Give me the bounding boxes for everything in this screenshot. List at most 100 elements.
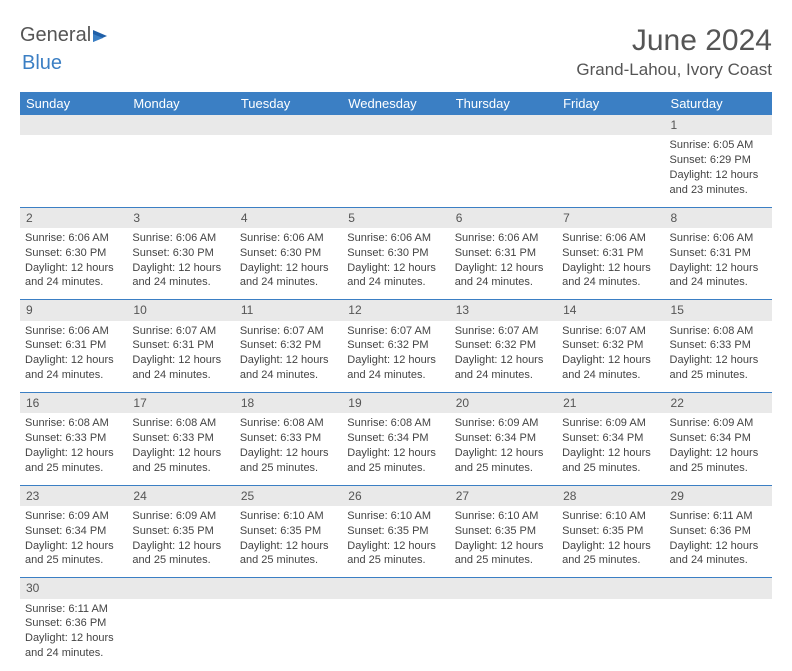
sunrise-text: Sunrise: 6:07 AM: [240, 324, 337, 339]
logo-text-a: General: [20, 24, 91, 47]
empty-cell: [235, 135, 342, 207]
day-number: 5: [342, 207, 449, 228]
day-cell: Sunrise: 6:11 AMSunset: 6:36 PMDaylight:…: [665, 506, 772, 578]
day-number: 10: [127, 300, 234, 321]
daylight-text: Daylight: 12 hours and 25 minutes.: [455, 446, 552, 476]
day-info-row: Sunrise: 6:06 AM Sunset: 6:30 PM Daylight:…: [20, 228, 772, 300]
daylight-text: Daylight: 12 hours and 23 minutes.: [670, 168, 767, 198]
sunrise-text: Sunrise: 6:05 AM: [670, 138, 767, 153]
daylight-text: Daylight: 12 hours and 24 minutes.: [132, 353, 229, 383]
sunset-text: Sunset: 6:31 PM: [25, 338, 122, 353]
day-number: 6: [450, 207, 557, 228]
daylight-text: Daylight: 12 hours and 25 minutes.: [132, 446, 229, 476]
day-cell: Sunrise: 6:06 AMSunset: 6:31 PMDaylight:…: [20, 321, 127, 393]
day-cell: Sunrise: 6:06 AMSunset: 6:30 PMDaylight:…: [20, 228, 127, 300]
sunset-text: Sunset: 6:31 PM: [670, 246, 767, 261]
empty-cell: [450, 135, 557, 207]
day-cell: Sunrise: 6:08 AMSunset: 6:33 PMDaylight:…: [235, 413, 342, 485]
sunset-text: Sunset: 6:33 PM: [670, 338, 767, 353]
sunset-text: Sunset: 6:29 PM: [670, 153, 767, 168]
day-cell: Sunrise: 6:09 AMSunset: 6:35 PMDaylight:…: [127, 506, 234, 578]
sunrise-text: Sunrise: 6:09 AM: [132, 509, 229, 524]
day-cell: Sunrise: 6:09 AMSunset: 6:34 PMDaylight:…: [450, 413, 557, 485]
day-number: 21: [557, 393, 664, 414]
day-number: 17: [127, 393, 234, 414]
daylight-text: Daylight: 12 hours and 25 minutes.: [670, 446, 767, 476]
day-cell: Sunrise: 6:11 AMSunset: 6:36 PMDaylight:…: [20, 599, 127, 671]
empty-cell: [20, 135, 127, 207]
daylight-text: Daylight: 12 hours and 25 minutes.: [347, 539, 444, 569]
daylight-text: Daylight: 12 hours and 24 minutes.: [670, 261, 767, 291]
empty-cell: [342, 578, 449, 599]
empty-cell: [450, 578, 557, 599]
daylight-text: Daylight: 12 hours and 25 minutes.: [455, 539, 552, 569]
daylight-text: Daylight: 12 hours and 24 minutes.: [455, 261, 552, 291]
day-header: Friday: [557, 92, 664, 115]
sunrise-text: Sunrise: 6:09 AM: [25, 509, 122, 524]
day-cell: Sunrise: 6:07 AMSunset: 6:32 PMDaylight:…: [235, 321, 342, 393]
sunrise-text: Sunrise: 6:06 AM: [455, 231, 552, 246]
day-info-row: Sunrise: 6:09 AMSunset: 6:34 PMDaylight:…: [20, 506, 772, 578]
empty-cell: [557, 578, 664, 599]
sunset-text: Sunset: 6:31 PM: [132, 338, 229, 353]
sunrise-text: Sunrise: 6:08 AM: [25, 416, 122, 431]
sunrise-text: Sunrise: 6:10 AM: [455, 509, 552, 524]
empty-cell: [557, 115, 664, 135]
day-number: 15: [665, 300, 772, 321]
sunset-text: Sunset: 6:33 PM: [240, 431, 337, 446]
day-number: 24: [127, 485, 234, 506]
daylight-text: Daylight: 12 hours and 25 minutes.: [562, 539, 659, 569]
sunrise-text: Sunrise: 6:06 AM: [240, 231, 337, 246]
daylight-text: Daylight: 12 hours and 25 minutes.: [132, 539, 229, 569]
empty-cell: [127, 578, 234, 599]
day-cell: Sunrise: 6:08 AMSunset: 6:33 PMDaylight:…: [665, 321, 772, 393]
sunset-text: Sunset: 6:33 PM: [25, 431, 122, 446]
day-cell: Sunrise: 6:10 AMSunset: 6:35 PMDaylight:…: [450, 506, 557, 578]
daylight-text: Daylight: 12 hours and 25 minutes.: [240, 446, 337, 476]
sunrise-text: Sunrise: 6:08 AM: [132, 416, 229, 431]
sunset-text: Sunset: 6:30 PM: [132, 246, 229, 261]
sunset-text: Sunset: 6:36 PM: [25, 616, 122, 631]
sunrise-text: Sunrise: 6:11 AM: [25, 602, 122, 617]
day-number-row: 23242526272829: [20, 485, 772, 506]
day-number: 3: [127, 207, 234, 228]
calendar-table: SundayMondayTuesdayWednesdayThursdayFrid…: [20, 92, 772, 671]
day-cell: Sunrise: 6:06 AMSunset: 6:31 PMDaylight:…: [450, 228, 557, 300]
day-cell: Sunrise: 6:10 AMSunset: 6:35 PMDaylight:…: [342, 506, 449, 578]
sunset-text: Sunset: 6:32 PM: [562, 338, 659, 353]
sunrise-text: Sunrise: 6:07 AM: [455, 324, 552, 339]
logo-text-b: Blue: [22, 52, 62, 75]
sunset-text: Sunset: 6:32 PM: [455, 338, 552, 353]
logo: General: [20, 24, 113, 47]
empty-cell: [20, 115, 127, 135]
daylight-text: Daylight: 12 hours and 24 minutes.: [25, 631, 122, 661]
daylight-text: Daylight: 12 hours and 24 minutes.: [347, 353, 444, 383]
sunrise-text: Sunrise: 6:06 AM: [347, 231, 444, 246]
daylight-text: Daylight: 12 hours and 24 minutes.: [347, 261, 444, 291]
day-number: 27: [450, 485, 557, 506]
sunrise-text: Sunrise: 6:06 AM: [25, 231, 122, 246]
day-number-row: 9101112131415: [20, 300, 772, 321]
day-number-row: 16171819202122: [20, 393, 772, 414]
sunrise-text: Sunrise: 6:09 AM: [455, 416, 552, 431]
day-cell: Sunrise: 6:09 AMSunset: 6:34 PMDaylight:…: [20, 506, 127, 578]
day-number: 1: [665, 115, 772, 135]
calendar-head: SundayMondayTuesdayWednesdayThursdayFrid…: [20, 92, 772, 115]
sunset-text: Sunset: 6:34 PM: [25, 524, 122, 539]
sunset-text: Sunset: 6:35 PM: [347, 524, 444, 539]
day-header: Monday: [127, 92, 234, 115]
sunrise-text: Sunrise: 6:09 AM: [562, 416, 659, 431]
day-number: 8: [665, 207, 772, 228]
day-number: 29: [665, 485, 772, 506]
header: General June 2024 Grand-Lahou, Ivory Coa…: [20, 24, 772, 80]
day-header: Thursday: [450, 92, 557, 115]
day-info-row: Sunrise: 6:08 AMSunset: 6:33 PMDaylight:…: [20, 413, 772, 485]
day-number: 18: [235, 393, 342, 414]
sunrise-text: Sunrise: 6:08 AM: [347, 416, 444, 431]
day-cell: Sunrise: 6:07 AMSunset: 6:32 PMDaylight:…: [342, 321, 449, 393]
day-number: 14: [557, 300, 664, 321]
empty-cell: [342, 599, 449, 671]
day-number: 16: [20, 393, 127, 414]
sunrise-text: Sunrise: 6:06 AM: [562, 231, 659, 246]
day-cell: Sunrise: 6:06 AMSunset: 6:31 PMDaylight:…: [665, 228, 772, 300]
